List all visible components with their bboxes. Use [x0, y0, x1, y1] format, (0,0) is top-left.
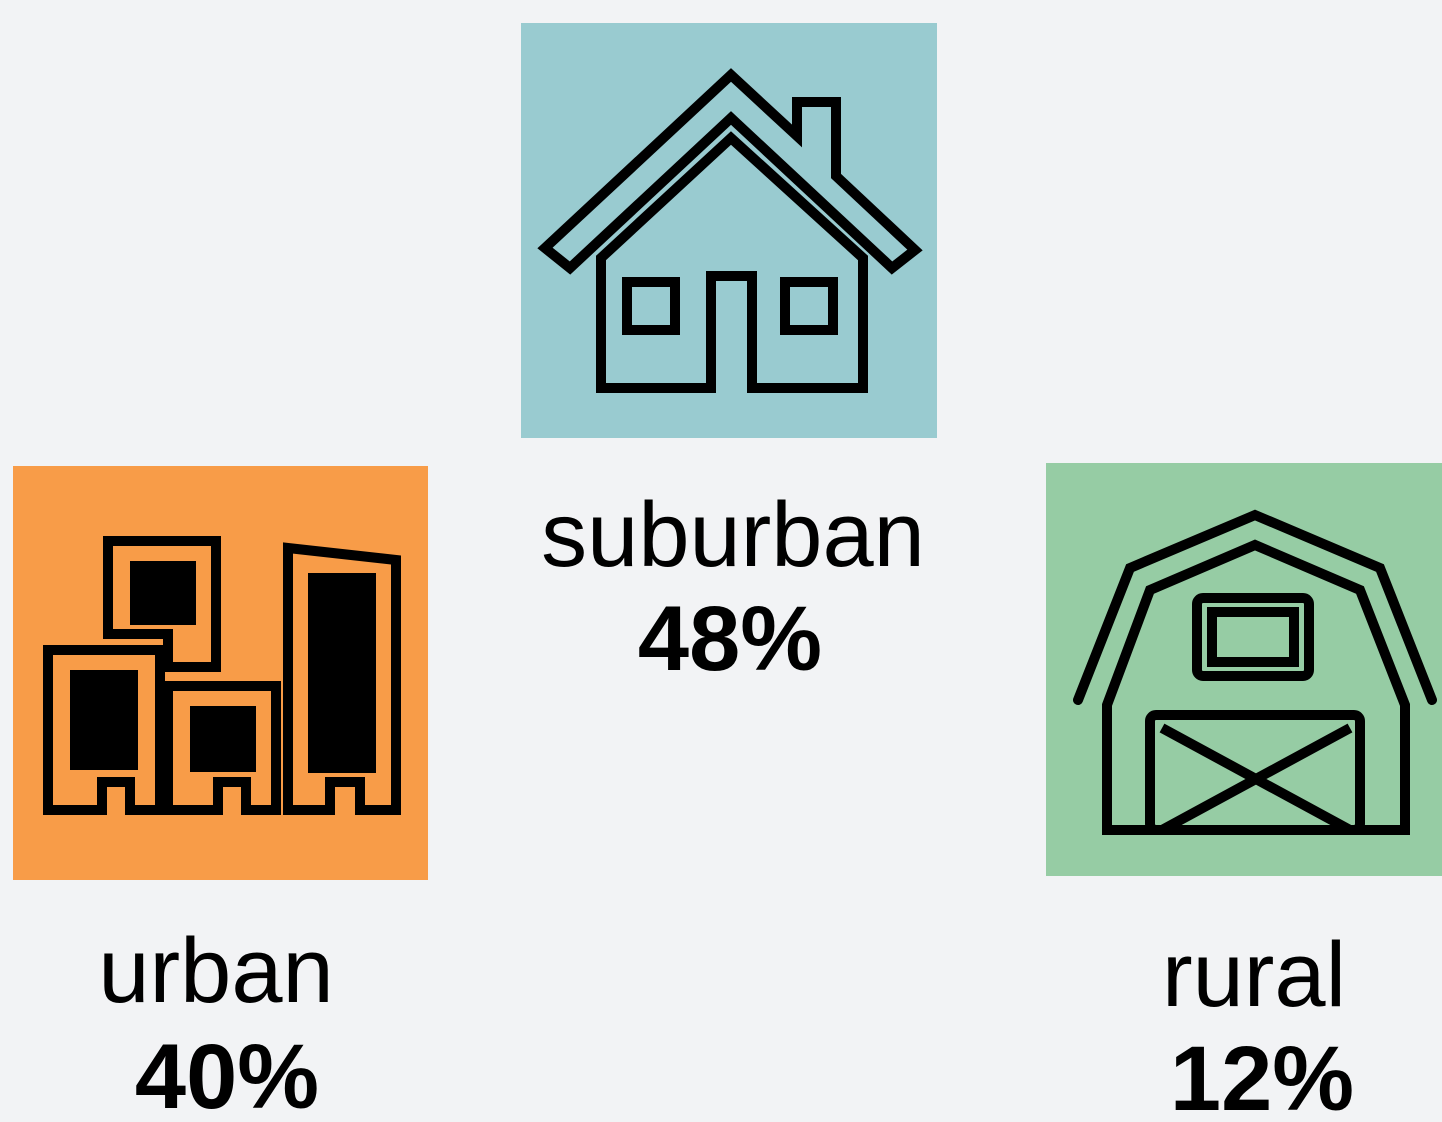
rural-icon	[1046, 463, 1442, 876]
suburban-icon	[521, 23, 937, 438]
label: urban	[98, 920, 333, 1022]
percent: 40%	[135, 1026, 319, 1122]
label: suburban	[541, 484, 925, 586]
percent: 12%	[1170, 1028, 1354, 1122]
percent: 48%	[638, 588, 822, 690]
label: rural	[1162, 924, 1346, 1026]
urban-icon	[13, 466, 428, 880]
